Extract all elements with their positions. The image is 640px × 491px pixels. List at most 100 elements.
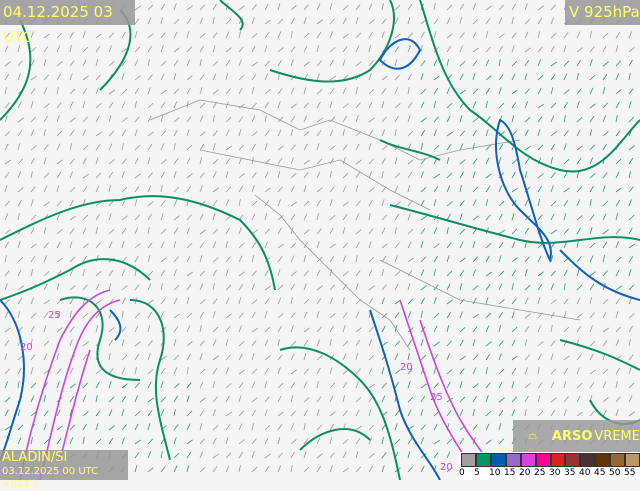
wind-barb	[498, 229, 506, 235]
wind-barb	[199, 213, 204, 221]
wind-barb	[446, 201, 453, 207]
wind-barb	[186, 5, 193, 11]
wind-barb	[30, 214, 37, 221]
wind-barb	[485, 297, 489, 305]
wind-barb	[17, 409, 21, 417]
wind-barb	[160, 228, 167, 235]
wind-barb	[498, 410, 504, 417]
wind-barb	[82, 227, 87, 235]
wind-barb	[615, 311, 619, 319]
wind-barb	[316, 117, 324, 123]
wind-barb	[589, 199, 592, 207]
wind-barb	[329, 256, 335, 263]
wind-barb	[472, 285, 479, 291]
wind-barb	[368, 326, 374, 333]
wind-barb	[30, 255, 36, 263]
wind-barb	[251, 451, 255, 459]
wind-barb	[589, 297, 593, 305]
wind-barb	[173, 101, 178, 109]
wind-barb	[550, 283, 555, 291]
wind-barb	[498, 438, 504, 445]
wind-barb	[355, 32, 362, 39]
wind-barb	[407, 213, 411, 221]
wind-barb	[69, 437, 74, 445]
wind-barb	[95, 59, 99, 67]
wind-barb	[212, 130, 218, 137]
wind-barb	[576, 256, 582, 263]
wind-barb	[368, 171, 373, 179]
legend-label: 35	[564, 468, 576, 478]
wind-barb	[303, 451, 307, 459]
wind-barb	[238, 59, 242, 67]
wind-barb	[628, 269, 632, 277]
wind-barb	[407, 396, 414, 403]
wind-barb	[316, 355, 323, 361]
wind-barb	[615, 213, 619, 221]
wind-barb	[459, 115, 463, 123]
wind-barb	[17, 367, 22, 375]
wind-barb	[225, 297, 230, 305]
wind-barb	[82, 87, 88, 95]
color-legend: 0 5 10 15 20 25 30 35 40 45 50 55	[459, 452, 640, 480]
wind-barb	[407, 200, 413, 207]
wind-barb	[550, 213, 555, 221]
wind-barb	[277, 3, 281, 11]
wind-barb	[485, 312, 492, 319]
wind-barb	[69, 129, 75, 137]
wind-barb	[147, 368, 154, 375]
wind-barb	[485, 87, 490, 95]
wind-barb	[342, 312, 348, 319]
wind-barb	[199, 143, 205, 151]
wind-barb	[511, 213, 515, 221]
wind-barb	[82, 157, 87, 165]
wind-barb	[394, 157, 398, 165]
wind-barb	[329, 284, 335, 291]
wind-barb	[238, 129, 242, 137]
wind-barb	[17, 60, 23, 67]
wind-barb	[147, 283, 152, 291]
wind-barb	[615, 171, 620, 179]
wind-barb	[368, 367, 373, 375]
wind-barb	[498, 4, 505, 11]
wind-barb	[628, 313, 635, 319]
wind-barb	[316, 73, 320, 81]
wind-barb	[563, 381, 567, 389]
wind-barb	[602, 311, 607, 319]
wind-barb	[537, 297, 541, 305]
wind-barb	[615, 158, 622, 165]
wind-barb	[537, 87, 542, 95]
wind-barb	[264, 89, 271, 95]
wind-barb	[69, 241, 73, 249]
wind-barb	[355, 368, 361, 375]
wind-barb	[303, 270, 309, 277]
wind-barb	[420, 424, 426, 431]
wind-barb	[342, 467, 349, 473]
wind-barb	[511, 32, 517, 39]
wind-barb	[225, 269, 229, 277]
wind-barb	[602, 298, 609, 305]
wind-barb	[368, 60, 374, 67]
wind-barb	[225, 339, 229, 347]
wind-barb	[173, 158, 179, 165]
wind-barb	[368, 228, 374, 235]
wind-barb	[43, 299, 51, 305]
wind-barb	[589, 157, 594, 165]
wind-barb	[563, 171, 568, 179]
wind-barb	[82, 214, 89, 221]
wind-barb	[420, 269, 425, 277]
wind-barb	[225, 325, 231, 333]
wind-barb	[472, 47, 479, 53]
wind-barb	[394, 74, 400, 81]
wind-barb	[485, 214, 491, 221]
wind-barb	[524, 326, 530, 333]
wind-barb	[108, 228, 115, 235]
wind-barb	[407, 381, 411, 389]
wind-barb	[290, 115, 296, 123]
wind-barb	[550, 340, 556, 347]
wind-barb	[173, 171, 177, 179]
wind-barb	[433, 144, 440, 151]
wind-barb	[524, 117, 531, 123]
wind-barb	[407, 171, 413, 179]
wind-barb	[407, 283, 411, 291]
wind-barb	[433, 452, 439, 459]
